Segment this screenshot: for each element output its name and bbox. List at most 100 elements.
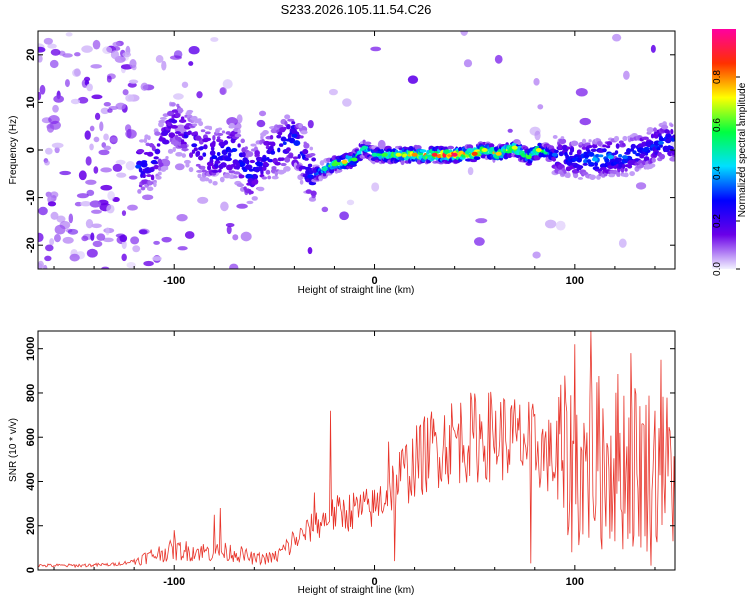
noise-blob (555, 220, 566, 231)
ridge-blob (151, 145, 156, 152)
ridge-blob (615, 143, 620, 149)
noise-blob (92, 39, 101, 50)
ridge-blob (613, 135, 620, 142)
ridge-blob (140, 161, 148, 168)
noise-blob (94, 112, 101, 121)
ridge-blob (602, 148, 607, 153)
ridge-blob (189, 152, 194, 158)
ridge-blob (245, 159, 250, 165)
ridge-blob (661, 124, 669, 130)
ridge-blob (271, 175, 279, 180)
noise-blob (91, 209, 102, 214)
ridge-blob (146, 186, 154, 192)
snr-ylabel: SNR (10 * v/v) (8, 418, 19, 482)
ridge-blob (192, 123, 198, 127)
noise-blob (140, 82, 149, 91)
ridge-blob (222, 149, 227, 155)
ridge-blob (588, 151, 595, 157)
ridge-blob (624, 168, 628, 172)
ridge-blob (587, 144, 593, 149)
ridge-blob (233, 175, 238, 179)
noise-blob (109, 136, 118, 143)
ridge-blob (586, 159, 592, 164)
ridge-blob (284, 114, 291, 120)
noise-blob (346, 199, 355, 206)
noise-blob (618, 238, 627, 248)
ridge-blob (236, 165, 240, 170)
ridge-point (247, 174, 254, 179)
ridge-blob (573, 172, 579, 179)
ridge-blob (196, 169, 203, 173)
noise-blob (121, 253, 127, 262)
ridge-blob (234, 133, 242, 138)
noise-blob (70, 98, 81, 105)
noise-blob (532, 251, 541, 259)
snr-ytick-label: 800 (25, 384, 37, 402)
noise-blob (169, 55, 182, 60)
ridge-blob (219, 176, 225, 183)
ridge-blob (581, 146, 587, 150)
noise-blob (115, 159, 126, 165)
ridge-blob (278, 143, 284, 147)
snr-xtick-label: 0 (371, 576, 377, 588)
noise-blob (103, 145, 112, 151)
ridge-blob (299, 135, 304, 139)
ridge-blob (156, 143, 161, 147)
ridge-point (451, 152, 458, 157)
noise-blob (67, 228, 79, 235)
ridge-blob (270, 150, 276, 155)
noise-blob (475, 218, 488, 224)
noise-blob (635, 182, 647, 190)
ridge-blob (142, 173, 146, 179)
ridge-blob (517, 141, 522, 145)
ridge-blob (629, 171, 635, 177)
ridge-blob (670, 128, 674, 135)
ridge-blob (570, 140, 579, 147)
ridge-blob (212, 140, 216, 146)
ridge-blob (200, 129, 206, 133)
noise-blob (126, 262, 136, 269)
noise-blob (50, 191, 59, 199)
ridge-point (431, 152, 438, 157)
ridge-blob (227, 152, 232, 158)
ridge-blob (240, 138, 245, 144)
ridge-blob (195, 135, 202, 141)
spectrogram-ytick-label: 0 (25, 147, 37, 153)
ridge-blob (582, 162, 588, 166)
spectrogram-ytick-label: -20 (25, 237, 37, 253)
noise-blob (143, 260, 154, 267)
noise-blob (38, 54, 43, 63)
ridge-blob (175, 152, 183, 157)
ridge-blob (237, 128, 241, 135)
spectrogram-marks (38, 31, 675, 269)
ridge-point (535, 148, 542, 152)
ridge-blob (250, 143, 257, 147)
noise-blob (161, 60, 167, 71)
noise-blob (54, 146, 60, 154)
ridge-point (361, 145, 368, 150)
noise-blob (370, 46, 382, 52)
noise-blob (89, 143, 94, 151)
ridge-blob (670, 123, 674, 128)
ridge-blob (198, 121, 204, 127)
ridge-blob (337, 168, 343, 173)
ridge-blob (220, 162, 227, 168)
ridge-point (321, 167, 328, 172)
noise-blob (103, 101, 111, 107)
noise-blob (50, 48, 61, 56)
noise-blob (53, 95, 65, 103)
ridge-blob (553, 149, 559, 154)
ridge-blob (153, 164, 160, 170)
ridge-blob (581, 138, 587, 144)
ridge-blob (248, 168, 254, 172)
noise-blob (100, 107, 110, 115)
noise-blob (93, 166, 99, 174)
ridge-blob (197, 155, 204, 161)
ridge-blob (168, 132, 176, 139)
ridge-blob (310, 190, 317, 197)
ridge-blob (209, 159, 214, 164)
ridge-blob (622, 163, 626, 169)
ridge-blob (277, 131, 283, 136)
ridge-point (591, 157, 598, 162)
